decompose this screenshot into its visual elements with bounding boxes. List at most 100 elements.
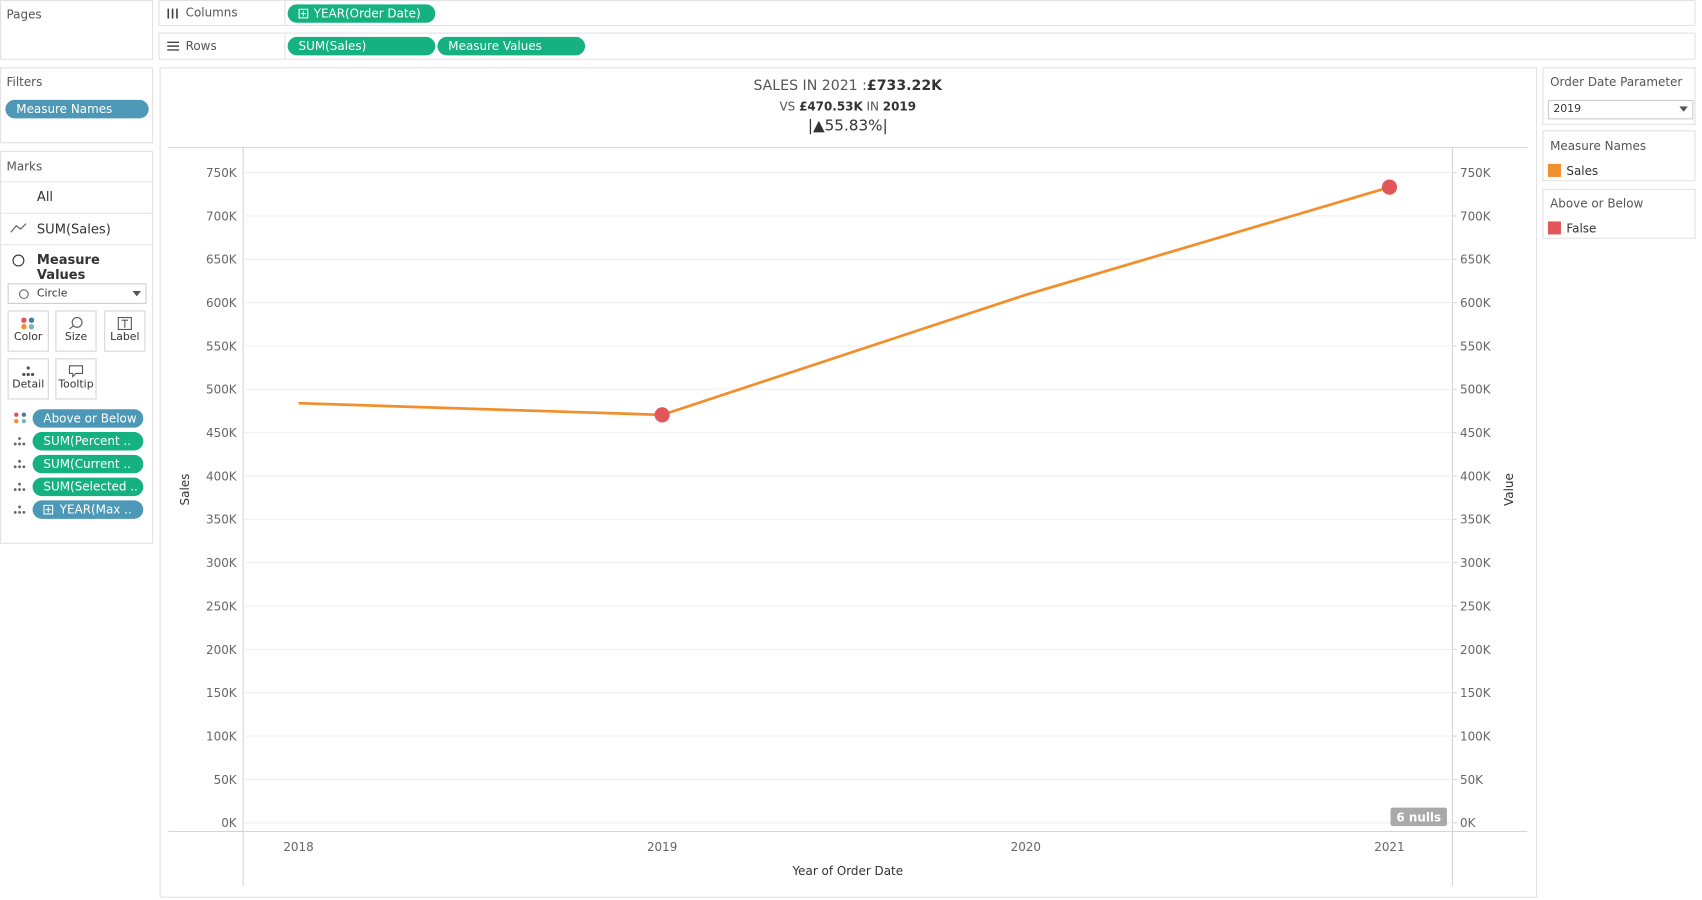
y-tick-label: 200K bbox=[206, 643, 238, 657]
plus-icon bbox=[43, 504, 54, 515]
chart-title: SALES IN 2021 :£733.22K bbox=[522, 78, 1173, 94]
legend-swatch bbox=[1547, 163, 1561, 177]
legend-label[interactable]: False bbox=[1566, 221, 1597, 236]
y-tick-label: 750K bbox=[206, 166, 238, 180]
pages-card: Pages bbox=[0, 0, 154, 60]
x-tick-label: 2021 bbox=[1374, 840, 1404, 854]
filter-pill[interactable]: Measure Names bbox=[5, 99, 149, 119]
parameter-dropdown[interactable]: 2019 bbox=[1547, 99, 1694, 120]
legend-label[interactable]: Sales bbox=[1566, 163, 1599, 179]
legend-swatch bbox=[1547, 221, 1561, 235]
x-tick-label: 2018 bbox=[283, 840, 313, 854]
y2-tick-label: 100K bbox=[1460, 729, 1492, 743]
divider bbox=[1, 244, 152, 246]
button-label: Label bbox=[110, 331, 140, 344]
columns-pill[interactable]: YEAR(Order Date) bbox=[287, 4, 436, 23]
y2-axis-title: Value bbox=[1502, 473, 1516, 506]
marks-pill[interactable]: SUM(Current .. bbox=[32, 454, 144, 474]
marks-pill[interactable]: SUM(Percent .. bbox=[32, 432, 144, 451]
nulls-badge bbox=[1390, 807, 1447, 827]
y2-tick-label: 0K bbox=[1460, 816, 1477, 830]
subtitle-part: £470.53K bbox=[799, 99, 863, 114]
rows-pill[interactable]: SUM(Sales) bbox=[287, 36, 436, 56]
y-tick-label: 550K bbox=[206, 339, 238, 353]
size-button[interactable]: Size bbox=[55, 310, 97, 352]
button-label: Color bbox=[14, 331, 43, 344]
rows-pill[interactable]: Measure Values bbox=[437, 36, 586, 56]
y-tick-label: 300K bbox=[206, 556, 238, 570]
button-label: Tooltip bbox=[58, 378, 94, 391]
y-tick-label: 700K bbox=[206, 209, 238, 223]
plus-icon bbox=[298, 8, 309, 19]
rows-label: Rows bbox=[185, 39, 217, 54]
y2-tick-label: 50K bbox=[1460, 773, 1484, 787]
divider bbox=[284, 1, 286, 25]
title-text: SALES IN 2021 : bbox=[753, 78, 867, 95]
rows-shelf: Rows SUM(Sales) Measure Values bbox=[158, 32, 1696, 60]
divider bbox=[1, 212, 152, 214]
parameter-card: Order Date Parameter 2019 bbox=[1542, 67, 1696, 125]
button-label: Detail bbox=[12, 378, 45, 391]
subtitle-part: IN bbox=[866, 99, 879, 114]
y-tick-label: 50K bbox=[214, 773, 238, 787]
button-label: Size bbox=[64, 331, 88, 344]
y2-tick-label: 300K bbox=[1460, 556, 1492, 570]
y-tick-label: 0K bbox=[221, 816, 238, 830]
value-point bbox=[1381, 179, 1398, 195]
subtitle-part: 2019 bbox=[882, 99, 917, 114]
y2-tick-label: 700K bbox=[1460, 209, 1492, 223]
value-point bbox=[654, 407, 670, 423]
pill-icons bbox=[13, 412, 27, 514]
nulls-indicator: 6 nulls bbox=[1396, 811, 1441, 825]
divider bbox=[1, 181, 152, 183]
chart-pane bbox=[159, 67, 1538, 898]
subtitle-part: VS bbox=[779, 99, 796, 114]
tooltip-button[interactable]: Tooltip bbox=[55, 358, 97, 400]
mark-type: Circle bbox=[36, 287, 68, 300]
pages-title: Pages bbox=[6, 7, 42, 22]
dropdown-arrow bbox=[132, 290, 142, 297]
marks-layer[interactable]: All bbox=[36, 188, 54, 205]
y-tick-label: 600K bbox=[206, 296, 238, 310]
marks-pill[interactable]: SUM(Selected .. bbox=[32, 477, 144, 497]
y-tick-label: 150K bbox=[206, 686, 238, 700]
legend-title: Measure Names bbox=[1550, 138, 1647, 154]
y2-tick-label: 400K bbox=[1460, 469, 1492, 483]
filters-title: Filters bbox=[6, 74, 43, 90]
y2-tick-label: 600K bbox=[1460, 296, 1492, 310]
divider bbox=[284, 33, 286, 59]
y2-tick-label: 650K bbox=[1460, 253, 1492, 267]
rows-icon bbox=[167, 41, 180, 51]
y-tick-label: 100K bbox=[206, 729, 238, 743]
legend-card: Measure Names Sales bbox=[1542, 130, 1696, 182]
x-tick-label: 2020 bbox=[1011, 840, 1041, 854]
parameter-value: 2019 bbox=[1553, 103, 1581, 116]
marks-card: Marks All SUM(Sales) Measure Values Circ… bbox=[0, 150, 154, 544]
y2-tick-label: 750K bbox=[1460, 166, 1492, 180]
y2-tick-label: 500K bbox=[1460, 383, 1492, 397]
chart-subtitle: VS £470.53K IN 2019 bbox=[522, 100, 1173, 114]
color-button[interactable]: Color bbox=[7, 310, 49, 352]
x-axis-title: Year of Order Date bbox=[791, 864, 903, 878]
y-tick-label: 650K bbox=[206, 253, 238, 267]
filters-card: Filters Measure Names bbox=[0, 67, 154, 144]
detail-button[interactable]: Detail bbox=[7, 358, 49, 400]
label-button[interactable]: Label bbox=[104, 310, 146, 352]
dropdown-arrow bbox=[1679, 106, 1688, 112]
marks-title: Marks bbox=[6, 159, 43, 174]
circle-icon bbox=[18, 289, 29, 300]
mark-type-dropdown[interactable]: Circle bbox=[7, 283, 147, 304]
x-tick-label: 2019 bbox=[647, 840, 677, 854]
y2-tick-label: 250K bbox=[1460, 599, 1492, 613]
legend-title: Above or Below bbox=[1550, 196, 1644, 211]
line-icon bbox=[10, 223, 27, 233]
marks-layer[interactable]: Measure Values bbox=[36, 251, 100, 283]
marks-layer[interactable]: SUM(Sales) bbox=[36, 221, 111, 237]
legend-card: Above or Below False bbox=[1542, 188, 1696, 239]
marks-pill[interactable]: Above or Below bbox=[32, 409, 144, 428]
y2-tick-label: 350K bbox=[1460, 513, 1492, 527]
marks-pill[interactable]: YEAR(Max .. bbox=[32, 500, 144, 519]
columns-label: Columns bbox=[185, 5, 238, 20]
